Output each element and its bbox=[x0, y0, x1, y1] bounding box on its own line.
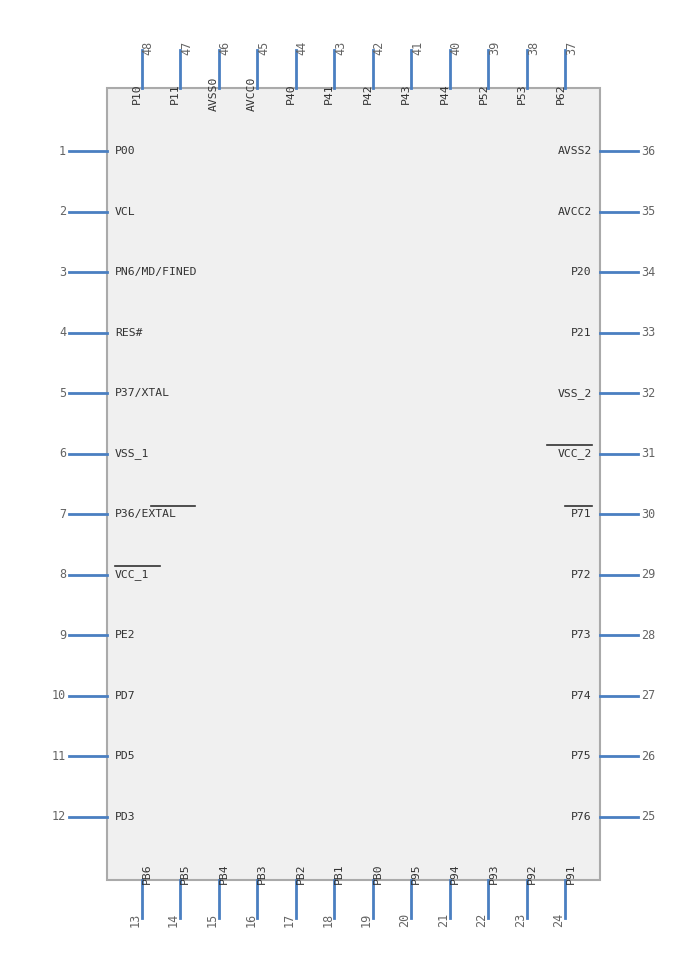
Text: P75: P75 bbox=[571, 751, 592, 761]
Text: 18: 18 bbox=[321, 913, 334, 927]
Text: 31: 31 bbox=[641, 447, 655, 460]
Text: PB3: PB3 bbox=[257, 863, 267, 885]
Text: 12: 12 bbox=[52, 810, 66, 823]
Text: 4: 4 bbox=[59, 326, 66, 340]
Text: 37: 37 bbox=[566, 41, 579, 55]
Text: P93: P93 bbox=[488, 863, 498, 885]
Text: 15: 15 bbox=[206, 913, 219, 927]
Text: 45: 45 bbox=[257, 41, 270, 55]
Text: 7: 7 bbox=[59, 508, 66, 521]
Text: PB4: PB4 bbox=[219, 863, 228, 885]
Text: PB5: PB5 bbox=[180, 863, 190, 885]
Text: P91: P91 bbox=[566, 863, 575, 885]
Text: 3: 3 bbox=[59, 266, 66, 279]
Text: AVCC0: AVCC0 bbox=[247, 76, 257, 111]
Text: 2: 2 bbox=[59, 205, 66, 219]
Text: P10: P10 bbox=[131, 83, 142, 105]
Text: 10: 10 bbox=[52, 689, 66, 702]
Text: AVSS2: AVSS2 bbox=[558, 146, 592, 157]
Text: PN6/MD/FINED: PN6/MD/FINED bbox=[115, 267, 197, 277]
Text: P95: P95 bbox=[411, 863, 421, 885]
Text: P43: P43 bbox=[401, 83, 411, 105]
Text: 29: 29 bbox=[641, 568, 655, 581]
Text: PD7: PD7 bbox=[115, 691, 136, 701]
Text: P36/EXTAL: P36/EXTAL bbox=[115, 509, 177, 519]
Text: VCL: VCL bbox=[115, 207, 136, 217]
Text: PB1: PB1 bbox=[334, 863, 344, 885]
Text: P72: P72 bbox=[571, 570, 592, 580]
Text: P71: P71 bbox=[571, 509, 592, 519]
Text: P73: P73 bbox=[571, 630, 592, 640]
Text: PD3: PD3 bbox=[115, 811, 136, 822]
Text: P11: P11 bbox=[170, 83, 180, 105]
Text: 9: 9 bbox=[59, 628, 66, 642]
Text: 43: 43 bbox=[334, 41, 347, 55]
Text: 23: 23 bbox=[514, 913, 527, 927]
Text: 48: 48 bbox=[142, 41, 155, 55]
Bar bbox=[107, 88, 600, 880]
Text: P00: P00 bbox=[115, 146, 136, 157]
Text: 5: 5 bbox=[59, 387, 66, 400]
Text: 46: 46 bbox=[219, 41, 232, 55]
Text: P74: P74 bbox=[571, 691, 592, 701]
Text: P20: P20 bbox=[571, 267, 592, 277]
Text: P37/XTAL: P37/XTAL bbox=[115, 388, 170, 398]
Text: PB6: PB6 bbox=[142, 863, 151, 885]
Text: 44: 44 bbox=[296, 41, 309, 55]
Text: 25: 25 bbox=[641, 810, 655, 823]
Text: P42: P42 bbox=[363, 83, 373, 105]
Text: 27: 27 bbox=[641, 689, 655, 702]
Text: 21: 21 bbox=[437, 913, 450, 927]
Text: 39: 39 bbox=[488, 41, 502, 55]
Text: 35: 35 bbox=[641, 205, 655, 219]
Text: 41: 41 bbox=[411, 41, 424, 55]
Text: P92: P92 bbox=[527, 863, 537, 885]
Text: 11: 11 bbox=[52, 749, 66, 763]
Text: P52: P52 bbox=[478, 83, 488, 105]
Text: 24: 24 bbox=[552, 913, 566, 927]
Text: AVCC2: AVCC2 bbox=[558, 207, 592, 217]
Text: 36: 36 bbox=[641, 145, 655, 158]
Text: P40: P40 bbox=[286, 83, 296, 105]
Text: 40: 40 bbox=[450, 41, 463, 55]
Text: 13: 13 bbox=[129, 913, 142, 927]
Text: 19: 19 bbox=[360, 913, 373, 927]
Text: 38: 38 bbox=[527, 41, 540, 55]
Text: PD5: PD5 bbox=[115, 751, 136, 761]
Text: 20: 20 bbox=[398, 913, 411, 927]
Text: 8: 8 bbox=[59, 568, 66, 581]
Text: P94: P94 bbox=[450, 863, 460, 885]
Text: 22: 22 bbox=[475, 913, 488, 927]
Text: 47: 47 bbox=[180, 41, 193, 55]
Text: 16: 16 bbox=[244, 913, 257, 927]
Text: 17: 17 bbox=[283, 913, 296, 927]
Text: P41: P41 bbox=[324, 83, 334, 105]
Text: 33: 33 bbox=[641, 326, 655, 340]
Text: VCC_2: VCC_2 bbox=[558, 448, 592, 459]
Text: VSS_1: VSS_1 bbox=[115, 448, 149, 459]
Text: VCC_1: VCC_1 bbox=[115, 569, 149, 580]
Text: P21: P21 bbox=[571, 328, 592, 338]
Text: PB0: PB0 bbox=[373, 863, 383, 885]
Text: P62: P62 bbox=[555, 83, 566, 105]
Text: RES#: RES# bbox=[115, 328, 142, 338]
Text: AVSS0: AVSS0 bbox=[208, 76, 219, 111]
Text: P44: P44 bbox=[440, 83, 450, 105]
Text: 1: 1 bbox=[59, 145, 66, 158]
Text: P76: P76 bbox=[571, 811, 592, 822]
Text: P53: P53 bbox=[517, 83, 527, 105]
Text: 14: 14 bbox=[167, 913, 180, 927]
Text: 26: 26 bbox=[641, 749, 655, 763]
Text: 6: 6 bbox=[59, 447, 66, 460]
Text: VSS_2: VSS_2 bbox=[558, 388, 592, 399]
Text: 32: 32 bbox=[641, 387, 655, 400]
Text: 28: 28 bbox=[641, 628, 655, 642]
Text: PB2: PB2 bbox=[296, 863, 305, 885]
Text: PE2: PE2 bbox=[115, 630, 136, 640]
Text: 34: 34 bbox=[641, 266, 655, 279]
Text: 42: 42 bbox=[373, 41, 386, 55]
Text: 30: 30 bbox=[641, 508, 655, 521]
